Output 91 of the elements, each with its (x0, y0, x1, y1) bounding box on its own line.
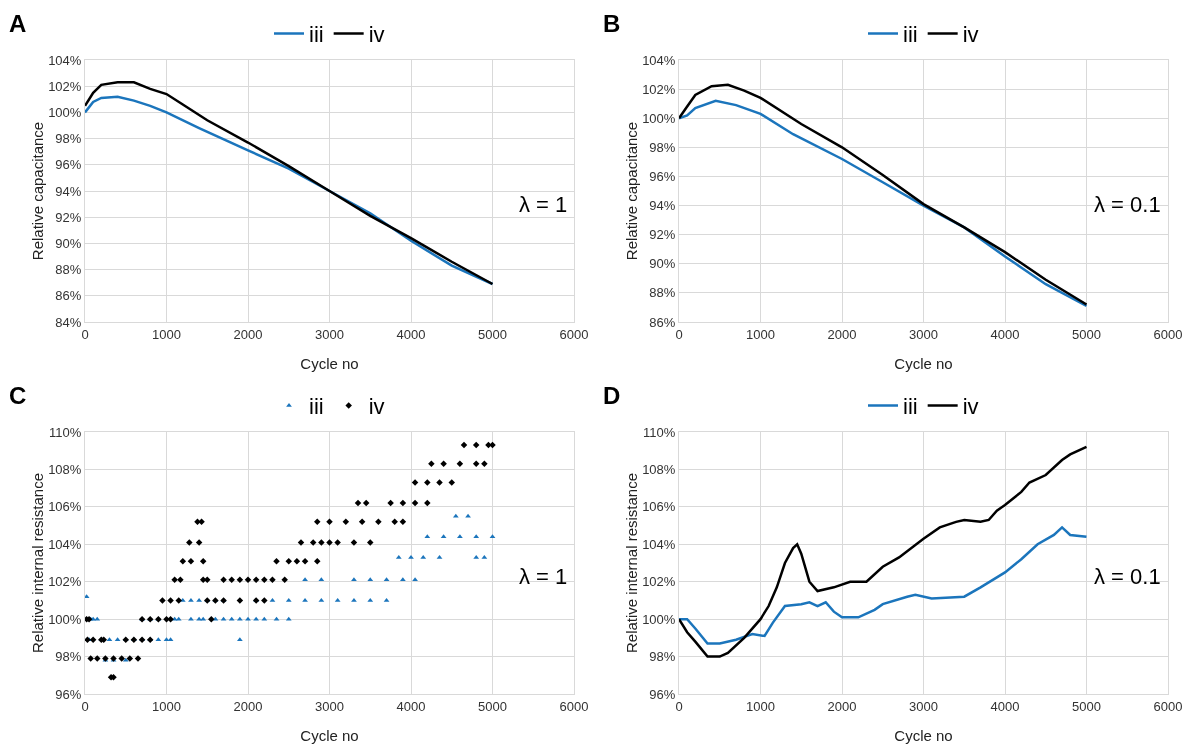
legend-label: iv (368, 22, 385, 48)
legend-label: iii (903, 394, 918, 420)
y-tick-label: 110% (643, 424, 676, 440)
y-tick-label: 98% (55, 131, 82, 147)
annotation: λ = 0.1 (1094, 192, 1161, 217)
y-tick-label: 104% (642, 536, 676, 552)
y-tick-label: 100% (48, 611, 82, 627)
y-tick-label: 92% (649, 227, 676, 243)
y-tick-label: 98% (55, 649, 82, 665)
x-tick-label: 5000 (1072, 326, 1101, 342)
y-tick-label: 94% (55, 183, 82, 199)
x-tick-label: 3000 (315, 698, 344, 714)
y-tick-label: 90% (649, 256, 676, 272)
y-tick-label: 102% (642, 574, 676, 590)
y-tick-label: 98% (649, 649, 676, 665)
y-tick-label: 106% (642, 499, 676, 515)
x-tick-label: 2000 (827, 698, 857, 714)
y-tick-label: 96% (649, 168, 676, 184)
y-tick-label: 94% (649, 198, 676, 214)
y-tick-label: 110% (49, 424, 82, 440)
x-tick-label: 6000 (1153, 326, 1183, 342)
chart-title: C (9, 382, 27, 409)
y-axis-title: Relative capacitance (623, 121, 641, 261)
x-axis-title: Cycle no (894, 727, 953, 744)
y-tick-label: 102% (642, 81, 676, 97)
annotation: λ = 1 (519, 192, 568, 217)
x-tick-label: 2000 (233, 326, 263, 342)
x-tick-label: 6000 (1153, 698, 1183, 714)
x-tick-label: 2000 (827, 326, 857, 342)
y-axis-title: Relative capacitance (29, 121, 47, 261)
y-tick-label: 108% (48, 461, 82, 477)
legend-label: iv (962, 22, 979, 48)
x-axis-title: Cycle no (300, 355, 359, 372)
line-series (679, 445, 1088, 658)
y-tick-label: 88% (649, 285, 676, 301)
chart-title: D (603, 382, 621, 409)
annotation: λ = 1 (519, 564, 568, 589)
legend-label: iv (962, 394, 979, 420)
y-tick-label: 102% (48, 574, 82, 590)
x-tick-label: 3000 (909, 326, 938, 342)
x-tick-label: 1000 (746, 698, 775, 714)
chart-title: B (603, 10, 621, 37)
y-tick-label: 104% (642, 52, 676, 68)
x-tick-label: 2000 (233, 698, 263, 714)
y-tick-label: 98% (649, 139, 676, 155)
legend-label: iii (309, 394, 324, 420)
y-tick-label: 84% (55, 314, 82, 330)
line-series (679, 526, 1088, 645)
legend-label: iii (903, 22, 918, 48)
x-tick-label: 1000 (152, 698, 181, 714)
y-tick-label: 100% (642, 611, 676, 627)
y-axis-title: Relative internal resistance (29, 472, 47, 654)
x-axis-title: Cycle no (300, 727, 359, 744)
y-tick-label: 90% (55, 235, 82, 251)
x-axis-title: Cycle no (894, 355, 953, 372)
y-tick-label: 100% (642, 110, 676, 126)
x-tick-label: 6000 (559, 326, 589, 342)
chart-title: A (9, 10, 27, 37)
x-tick-label: 4000 (396, 698, 426, 714)
y-tick-label: 96% (649, 686, 676, 702)
y-tick-label: 102% (48, 78, 82, 94)
y-axis-title: Relative internal resistance (623, 472, 641, 654)
x-tick-label: 5000 (478, 326, 507, 342)
x-tick-label: 5000 (478, 698, 507, 714)
x-tick-label: 4000 (990, 326, 1020, 342)
x-tick-label: 5000 (1072, 698, 1101, 714)
x-tick-label: 0 (675, 326, 683, 342)
y-tick-label: 100% (48, 104, 82, 120)
y-tick-label: 104% (48, 52, 82, 68)
annotation: λ = 0.1 (1094, 564, 1161, 589)
x-tick-label: 6000 (559, 698, 589, 714)
legend-label: iii (309, 22, 324, 48)
x-tick-label: 1000 (152, 326, 181, 342)
x-tick-label: 3000 (909, 698, 938, 714)
x-tick-label: 0 (675, 698, 683, 714)
y-tick-label: 104% (48, 536, 82, 552)
x-tick-label: 0 (81, 326, 89, 342)
y-tick-label: 92% (55, 209, 82, 225)
y-tick-label: 88% (55, 262, 82, 278)
x-tick-label: 1000 (746, 326, 775, 342)
y-tick-label: 106% (48, 499, 82, 515)
y-tick-label: 96% (55, 157, 82, 173)
y-tick-label: 86% (55, 288, 82, 304)
legend-label: iv (368, 394, 385, 420)
y-tick-label: 96% (55, 686, 82, 702)
x-tick-label: 4000 (396, 326, 426, 342)
x-tick-label: 4000 (990, 698, 1020, 714)
x-tick-label: 0 (81, 698, 89, 714)
y-tick-label: 86% (649, 314, 676, 330)
y-tick-label: 108% (642, 461, 676, 477)
x-tick-label: 3000 (315, 326, 344, 342)
